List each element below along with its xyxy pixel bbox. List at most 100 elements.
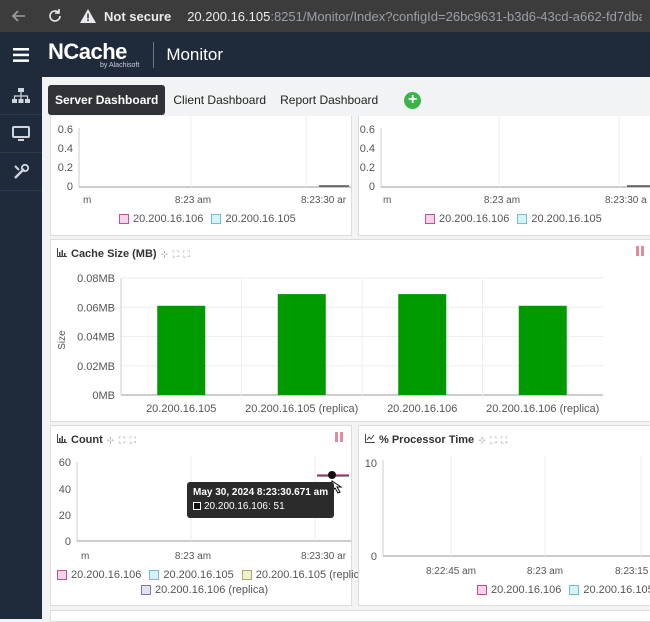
x-tick: m (81, 551, 89, 562)
reload-icon[interactable] (44, 5, 66, 27)
legend-label[interactable]: 20.200.16.106 (replica) (155, 584, 269, 596)
x-tick-label: 20.200.16.105 (replica) (245, 403, 358, 415)
panel-controls-icon[interactable]: ⊹ ⛶ ⛶ (478, 434, 509, 445)
url-text[interactable]: 20.200.16.105:8251/Monitor/Index?configI… (187, 8, 642, 24)
not-secure-label[interactable]: Not secure (104, 8, 172, 24)
x-tick: 8:23:30 ar (301, 195, 347, 206)
processor-legend: 20.200.16.106 20.200.16.105 (477, 584, 650, 596)
sidebar-item-monitor[interactable] (0, 115, 42, 153)
hover-point[interactable] (328, 471, 336, 479)
cache-size-title: Cache Size (MB) (71, 248, 157, 260)
processor-chart: 10 0 8:22:45 am 8:23 am 8:23:15 a (365, 456, 650, 576)
y-tick-label: 0.06MB (77, 302, 115, 314)
y-tick-label: 0.02MB (77, 361, 115, 373)
warning-icon[interactable] (80, 9, 96, 23)
legend-swatch[interactable] (477, 585, 487, 595)
legend-swatch[interactable] (119, 214, 129, 224)
legend-swatch[interactable] (517, 214, 528, 224)
monitor-icon (12, 125, 30, 141)
tab-report-dashboard[interactable]: Report Dashboard (280, 93, 379, 107)
panel-controls-icon[interactable]: ⊹ ⛶ ⛶ (160, 248, 191, 259)
y-tick: 0 (369, 181, 375, 193)
processor-title: % Processor Time (379, 434, 475, 446)
legend-swatch[interactable] (141, 585, 151, 595)
bar[interactable] (518, 305, 567, 395)
y-tick-label: 0.08MB (77, 273, 115, 285)
legend-label[interactable]: 20.200.16.106 (133, 213, 204, 225)
tooltip-time: May 30, 2024 8:23:30.671 am (193, 487, 329, 498)
legend-label[interactable]: 20.200.16.105 (replica) (255, 569, 369, 581)
dashboard-tabs: Server Dashboard Client Dashboard Report… (48, 84, 422, 116)
y-tick: 20 (59, 510, 71, 522)
y-tick-label: 0MB (92, 390, 115, 402)
count-legend-row1: 20.200.16.106 20.200.16.105 20.200.16.10… (57, 569, 369, 581)
bar[interactable] (157, 305, 206, 395)
y-tick: 0 (65, 536, 71, 548)
tab-client-dashboard[interactable]: Client Dashboard (173, 93, 267, 107)
count-title: Count (71, 434, 103, 446)
legend-label[interactable]: 20.200.16.106 (71, 569, 142, 581)
legend-swatch[interactable] (149, 570, 160, 580)
sidebar-item-tools[interactable] (0, 153, 42, 191)
y-tick: 0 (67, 181, 73, 193)
legend-label[interactable]: 20.200.16.105 (225, 213, 296, 225)
legend-label[interactable]: 20.200.16.105 (163, 569, 234, 581)
logo-subtext: by Alachisoft (100, 61, 140, 69)
legend-swatch[interactable] (57, 570, 67, 580)
y-tick: 0.6 (58, 124, 73, 136)
legend-label[interactable]: 20.200.16.105 (531, 213, 602, 225)
x-tick: 8:23:15 a (615, 566, 650, 576)
x-tick-label: 20.200.16.105 (146, 403, 216, 415)
cache-size-panel: Cache Size (MB) ⊹ ⛶ ⛶ Size 0.08MB 0.06MB 0… (50, 239, 650, 422)
count-legend-row2: 20.200.16.106 (replica) (141, 584, 268, 596)
logo-text: NCache (48, 38, 127, 64)
hamburger-menu-icon[interactable] (0, 47, 42, 62)
y-tick: 10 (365, 458, 377, 470)
tab-server-dashboard[interactable]: Server Dashboard (48, 85, 166, 115)
legend-swatch[interactable] (241, 570, 252, 580)
pause-icon[interactable] (335, 432, 343, 442)
top-right-counter-panel: 0.6 0.4 0.2 0 m 8:23 am 8:23:30 a 20.200… (358, 116, 650, 236)
ncache-logo[interactable]: NCache by Alachisoft (48, 38, 140, 69)
panel-title: Count ⊹ ⛶ ⛶ (57, 434, 137, 446)
tooltip-row: 20.200.16.106: 51 (193, 500, 328, 514)
x-tick: m (83, 195, 91, 206)
chart-icon (365, 434, 375, 446)
count-panel: Count ⊹ ⛶ ⛶ 60 40 20 0 m 8:23 am 8:23:30… (50, 425, 369, 606)
panel-title: % Processor Time ⊹ ⛶ ⛶ (365, 434, 508, 446)
pause-icon[interactable] (636, 246, 644, 256)
legend-label[interactable]: 20.200.16.105 (583, 584, 650, 596)
y-tick-label: 0.04MB (77, 332, 115, 344)
back-icon[interactable] (8, 5, 30, 27)
legend-swatch[interactable] (425, 214, 435, 224)
x-tick: 8:23:30 a (605, 195, 647, 206)
legend-label[interactable]: 20.200.16.106 (491, 584, 562, 596)
sidebar-item-topology[interactable] (0, 77, 42, 115)
legend-swatch[interactable] (211, 214, 222, 224)
y-tick: 0.4 (58, 143, 73, 155)
top-left-legend: 20.200.16.106 20.200.16.105 (119, 213, 296, 225)
chart-icon (57, 248, 67, 260)
address-bar[interactable]: Not secure 20.200.16.105:8251/Monitor/In… (80, 3, 642, 29)
x-tick: 8:23 am (527, 566, 563, 576)
chart-icon (57, 434, 67, 446)
y-axis-label: Size (57, 330, 68, 350)
tooltip-value: 20.200.16.106: 51 (204, 501, 285, 512)
header-divider (153, 41, 155, 68)
legend-swatch[interactable] (569, 585, 580, 595)
add-dashboard-button[interactable]: + (404, 91, 422, 109)
top-right-chart: 0.6 0.4 0.2 0 m 8:23 am 8:23:30 a (360, 116, 650, 206)
y-tick: 0 (371, 551, 377, 563)
bar[interactable] (398, 294, 447, 395)
legend-label[interactable]: 20.200.16.106 (439, 213, 510, 225)
y-tick: 0.2 (58, 162, 73, 174)
cache-size-chart: Size 0.08MB 0.06MB 0.04MB 0.02MB 0MB 20.200.1… (57, 273, 603, 415)
bar[interactable] (277, 294, 326, 395)
browser-toolbar: Not secure 20.200.16.105:8251/Monitor/In… (0, 0, 650, 32)
top-left-counter-panel: 0.6 0.4 0.2 0 m 8:23 am 8:23:30 ar 20.20… (50, 116, 352, 236)
x-tick: 8:23 am (175, 195, 211, 206)
topology-icon (12, 87, 30, 103)
y-tick: 0.4 (360, 143, 375, 155)
panel-controls-icon[interactable]: ⊹ ⛶ ⛶ (106, 434, 137, 445)
count-chart: 60 40 20 0 m 8:23 am 8:23:30 ar (59, 456, 351, 562)
